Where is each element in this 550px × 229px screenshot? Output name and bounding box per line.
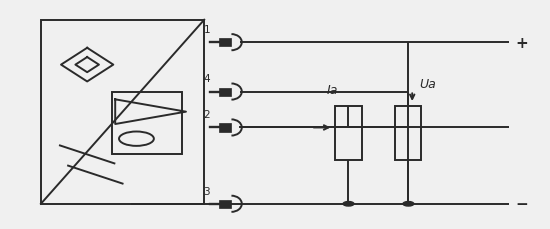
Bar [219,124,232,132]
Bar [41,21,204,204]
Text: 3: 3 [204,186,210,196]
Bar [336,107,361,160]
Bar [219,88,232,96]
Text: 4: 4 [204,74,210,84]
Text: 1: 1 [204,25,210,35]
Text: −: − [516,196,529,211]
Circle shape [403,202,414,206]
Bar [219,39,232,47]
Circle shape [343,202,354,206]
Bar [219,200,232,208]
Bar [395,107,421,160]
Text: Ia: Ia [327,83,338,96]
Bar [112,92,183,155]
Text: Ua: Ua [419,78,436,91]
Text: 2: 2 [204,110,210,120]
Text: +: + [516,35,529,50]
